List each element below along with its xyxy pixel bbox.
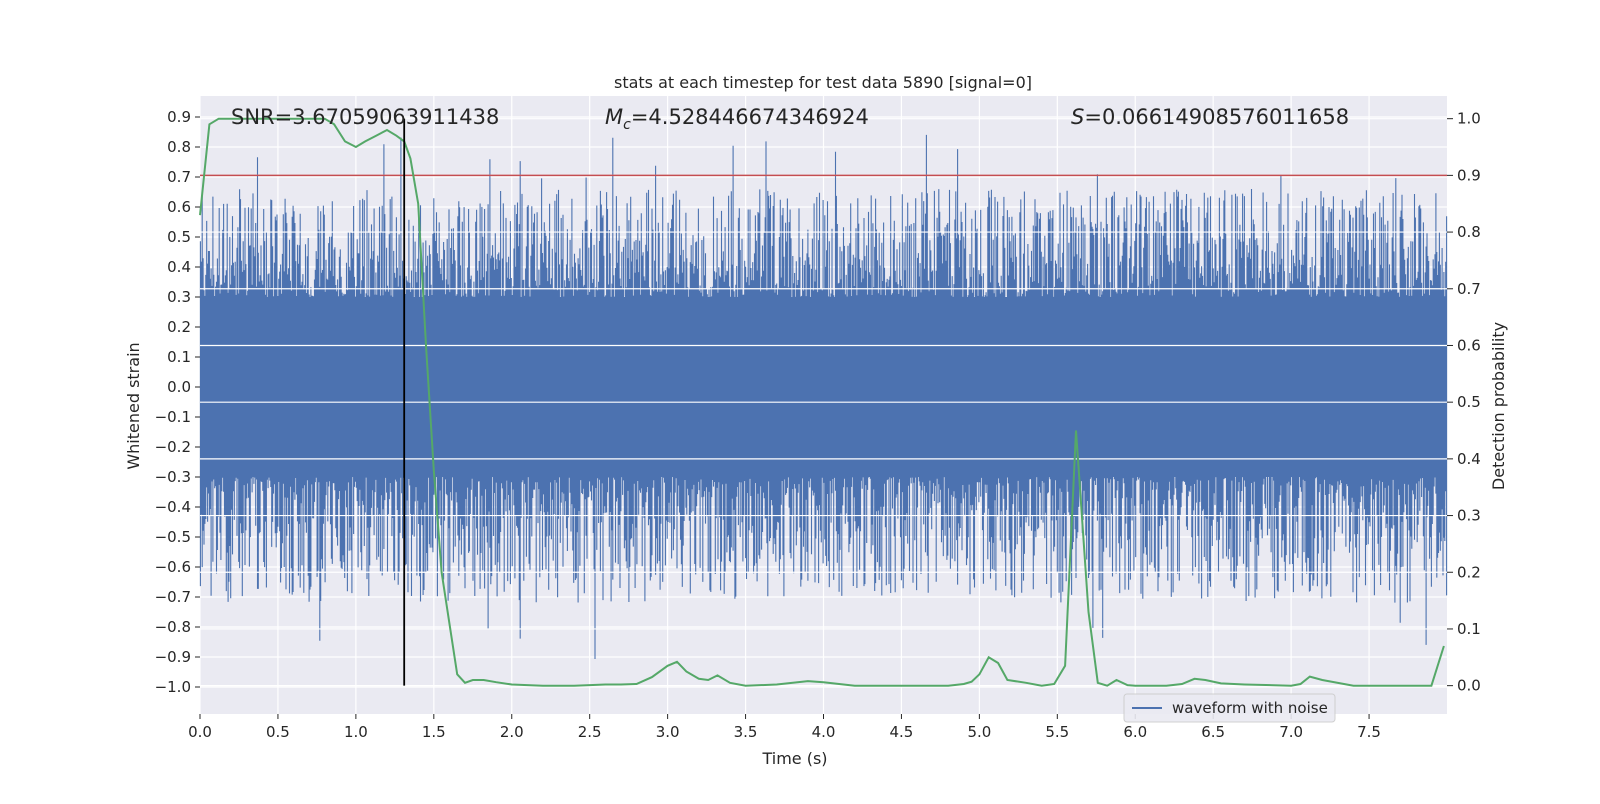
x-tick-label: 5.0 [967,723,991,741]
x-tick-label: 7.5 [1357,723,1381,741]
y-tick-label: 0.4 [167,258,191,276]
waveform-trace [199,134,1448,659]
y-tick-label: −0.3 [155,468,191,486]
x-tick-label: 1.5 [422,723,446,741]
y-tick-label: −0.5 [155,528,191,546]
detection-probability-line [199,117,1445,687]
s-annotation: S=0.06614908576011658 [1071,105,1349,129]
x-tick-label: 3.5 [734,723,758,741]
y-tick-label: 0.7 [167,168,191,186]
y-tick-label: 0.9 [167,108,191,126]
y2-tick-label: 0.3 [1457,507,1481,525]
x-tick-label: 1.0 [344,723,368,741]
y2-tick-label: 1.0 [1457,110,1481,128]
y-tick-label: 0.0 [167,378,191,396]
x-tick-label: 3.0 [656,723,680,741]
chart-title: stats at each timestep for test data 589… [614,73,1032,92]
y-tick-label: 0.8 [167,138,191,156]
y2-tick-label: 0.1 [1457,620,1481,638]
y-tick-label: −0.4 [155,498,191,516]
y2-tick-label: 0.6 [1457,336,1481,354]
y2-axis-ticks: 1.0 0.9 0.8 0.7 0.6 0.5 0.4 0.3 0.2 0.1 0.0 [1447,110,1481,695]
y-tick-label: −1.0 [155,678,191,696]
x-tick-label: 2.0 [500,723,524,741]
legend-box [1123,693,1336,723]
waveform-noise-series [199,134,1448,659]
y-tick-label: −0.8 [155,618,191,636]
y-tick-label: 0.3 [167,288,191,306]
y-tick-label: −0.2 [155,438,191,456]
y-tick-label: −0.9 [155,648,191,666]
y2-tick-label: 0.9 [1457,166,1481,184]
y2-tick-label: 0.2 [1457,563,1481,581]
legend: waveform with noise [1123,693,1336,723]
chirp-mass-annotation: Mc=4.528446674346924 [605,105,869,133]
legend-label: waveform with noise [1172,699,1328,717]
y2-axis-label: Detection probability [1489,322,1508,490]
x-tick-label: 0.0 [188,723,212,741]
x-tick-label: 5.5 [1045,723,1069,741]
y-axis-ticks: 0.9 0.8 0.7 0.6 0.5 0.4 0.3 0.2 0.1 0.0 −0.1 −0.2 −0… [155,108,200,696]
x-axis-label: Time (s) [761,749,827,768]
y-tick-label: −0.1 [155,408,191,426]
y-tick-label: 0.2 [167,318,191,336]
y-tick-label: 0.6 [167,198,191,216]
y-tick-label: −0.7 [155,588,191,606]
snr-annotation: SNR=3.67059063911438 [231,105,499,129]
y-tick-label: 0.5 [167,228,191,246]
y2-tick-label: 0.5 [1457,393,1481,411]
x-tick-label: 0.5 [266,723,290,741]
x-tick-label: 4.0 [812,723,836,741]
y2-tick-label: 0.7 [1457,280,1481,298]
y2-tick-label: 0.8 [1457,223,1481,241]
x-tick-label: 6.0 [1123,723,1147,741]
x-tick-label: 2.5 [578,723,602,741]
y-tick-label: 0.1 [167,348,191,366]
y-axis-label: Whitened strain [124,342,143,469]
y-tick-label: −0.6 [155,558,191,576]
x-tick-label: 6.5 [1201,723,1225,741]
x-tick-label: 4.5 [890,723,914,741]
y2-tick-label: 0.0 [1457,677,1481,695]
x-axis-ticks: 0.0 0.5 1.0 1.5 2.0 2.5 3.0 3.5 4.0 4.5 5.0 5.5 6.0 6… [188,714,1381,741]
x-tick-label: 7.0 [1279,723,1303,741]
y2-tick-label: 0.4 [1457,450,1481,468]
